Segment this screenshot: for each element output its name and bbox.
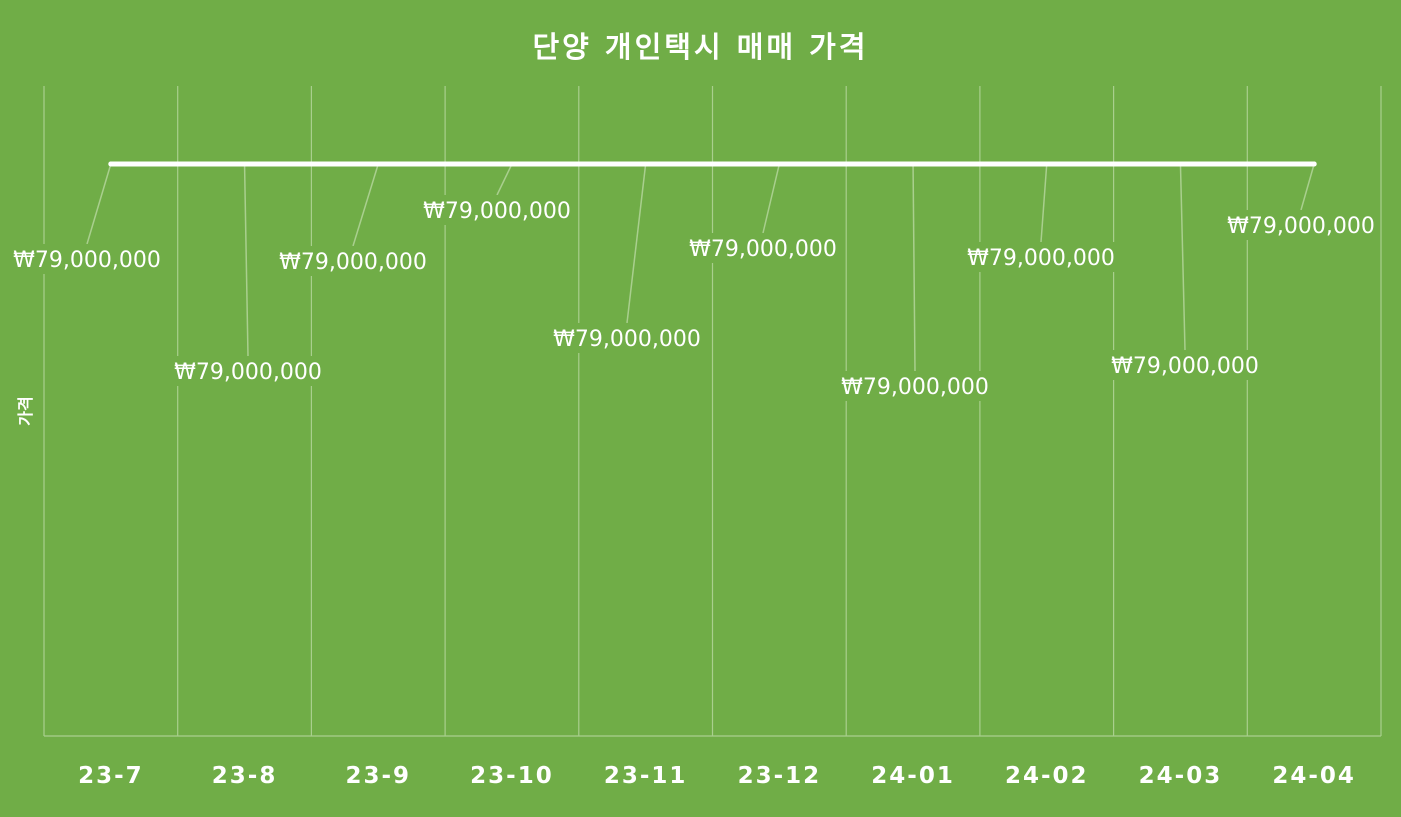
data-label: ₩79,000,000 xyxy=(1227,214,1375,239)
leader-line xyxy=(352,163,379,247)
data-point xyxy=(910,161,916,167)
x-tick-label: 24-02 xyxy=(1005,763,1089,789)
data-point xyxy=(242,161,248,167)
data-point xyxy=(509,161,515,167)
data-label-bg xyxy=(275,246,431,276)
data-point xyxy=(1177,161,1183,167)
data-label-bg xyxy=(1223,210,1379,240)
x-tick-label: 23-8 xyxy=(212,763,278,789)
data-label: ₩79,000,000 xyxy=(689,237,837,262)
chart-title: 단양 개인택시 매매 가격 xyxy=(532,30,869,64)
leader-line xyxy=(626,163,647,324)
data-label-bg xyxy=(963,242,1119,272)
data-point xyxy=(375,161,381,167)
x-tick-label: 23-9 xyxy=(345,763,411,789)
leader-line xyxy=(243,163,249,357)
data-label: ₩79,000,000 xyxy=(841,375,989,400)
x-tick-label: 23-10 xyxy=(470,763,554,789)
x-tick-label: 24-01 xyxy=(871,763,955,789)
data-point xyxy=(108,161,114,167)
leader-line xyxy=(912,163,916,372)
data-label-bg xyxy=(549,323,705,353)
leader-line xyxy=(1179,163,1186,351)
leader-line xyxy=(1300,163,1315,211)
data-label: ₩79,000,000 xyxy=(279,250,427,275)
x-tick-label: 23-11 xyxy=(604,763,688,789)
leader-line xyxy=(86,163,112,245)
x-tick-label: 23-12 xyxy=(738,763,822,789)
x-tick-label: 24-04 xyxy=(1272,763,1356,789)
leader-line xyxy=(762,163,781,234)
data-label-bg xyxy=(9,244,165,274)
data-label: ₩79,000,000 xyxy=(1111,354,1259,379)
data-point xyxy=(1311,161,1317,167)
data-label: ₩79,000,000 xyxy=(553,327,701,352)
data-point xyxy=(643,161,649,167)
data-label-bg xyxy=(1107,350,1263,380)
leader-line xyxy=(1040,163,1048,243)
data-label-bg xyxy=(419,195,575,225)
data-label-bg xyxy=(170,356,326,386)
data-label: ₩79,000,000 xyxy=(967,246,1115,271)
data-label: ₩79,000,000 xyxy=(174,360,322,385)
data-label-bg xyxy=(837,371,993,401)
data-label-bg xyxy=(685,233,841,263)
data-point xyxy=(1044,161,1050,167)
data-label: ₩79,000,000 xyxy=(13,248,161,273)
leader-line xyxy=(496,163,513,196)
x-tick-label: 23-7 xyxy=(78,763,144,789)
x-tick-label: 24-03 xyxy=(1139,763,1223,789)
data-label: ₩79,000,000 xyxy=(423,199,571,224)
data-point xyxy=(776,161,782,167)
